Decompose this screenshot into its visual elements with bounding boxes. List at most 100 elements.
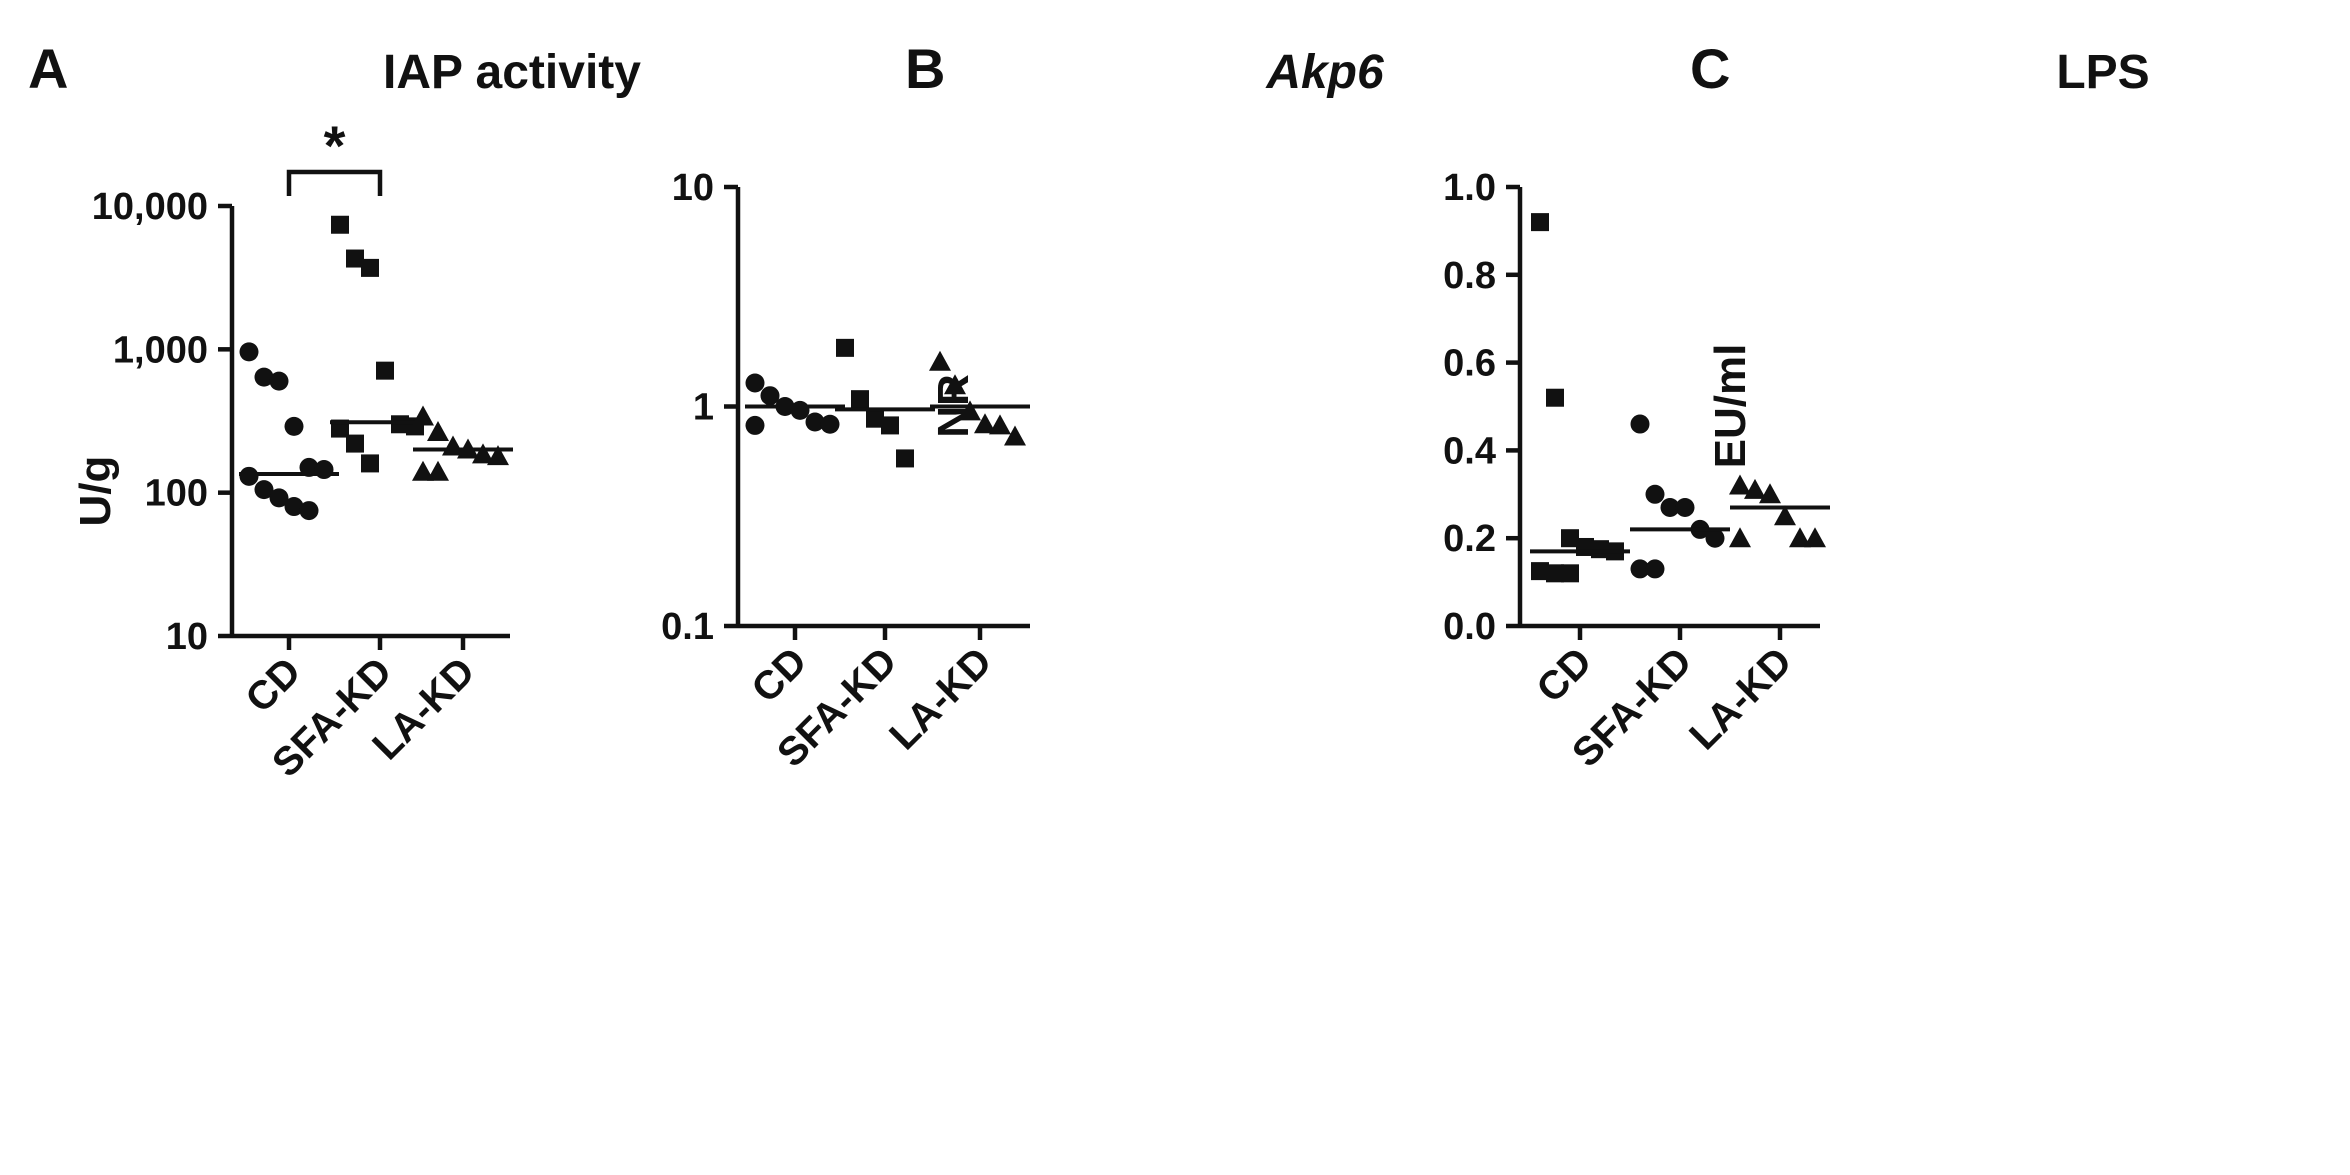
series-la-kd bbox=[1729, 474, 1830, 548]
data-point bbox=[820, 414, 840, 434]
data-point bbox=[1561, 564, 1579, 583]
data-point bbox=[790, 400, 810, 420]
data-point bbox=[487, 445, 509, 466]
data-point bbox=[974, 413, 996, 434]
y-tick-label: 0.0 bbox=[1443, 606, 1496, 648]
data-point bbox=[346, 249, 364, 268]
data-point bbox=[1561, 529, 1579, 548]
chart-title: IAP activity bbox=[383, 46, 641, 99]
data-point bbox=[269, 371, 289, 391]
data-point bbox=[254, 480, 274, 500]
series-la-kd bbox=[412, 405, 513, 481]
data-point bbox=[269, 488, 289, 508]
data-point bbox=[929, 350, 951, 371]
data-point bbox=[1630, 559, 1650, 579]
data-point bbox=[1789, 527, 1811, 548]
y-tick-label: 10 bbox=[672, 167, 714, 209]
series-sfa-kd bbox=[330, 215, 430, 473]
data-point bbox=[1675, 497, 1695, 517]
y-tick-label: 0.4 bbox=[1443, 430, 1496, 472]
data-point bbox=[1645, 559, 1665, 579]
y-tick-label: 1.0 bbox=[1443, 167, 1496, 209]
data-point bbox=[1531, 213, 1549, 232]
data-point bbox=[1004, 425, 1026, 446]
data-point bbox=[760, 386, 780, 406]
data-point bbox=[896, 449, 914, 468]
significance-label: * bbox=[324, 114, 346, 177]
data-point bbox=[836, 338, 854, 357]
data-point bbox=[1729, 474, 1751, 495]
data-point bbox=[866, 409, 884, 428]
data-point bbox=[472, 443, 494, 464]
data-point bbox=[1531, 562, 1549, 581]
data-point bbox=[1759, 483, 1781, 504]
data-point bbox=[284, 497, 304, 517]
data-point bbox=[1546, 388, 1564, 407]
panel-letter: A bbox=[28, 37, 68, 100]
y-tick-label: 1,000 bbox=[113, 329, 208, 371]
y-axis-label: EU/ml bbox=[1706, 344, 1755, 469]
data-point bbox=[959, 400, 981, 421]
data-point bbox=[1744, 478, 1766, 499]
data-point bbox=[299, 501, 319, 521]
data-point bbox=[805, 412, 825, 432]
data-point bbox=[1774, 505, 1796, 526]
data-point bbox=[239, 466, 259, 486]
data-point bbox=[376, 361, 394, 380]
series-la-kd bbox=[929, 350, 1030, 446]
data-point bbox=[361, 258, 379, 277]
data-point bbox=[427, 421, 449, 442]
data-point bbox=[239, 342, 259, 362]
data-point bbox=[1729, 527, 1751, 548]
data-point bbox=[346, 434, 364, 453]
series-sfa-kd bbox=[835, 338, 935, 468]
y-tick-label: 0.8 bbox=[1443, 255, 1496, 297]
data-point bbox=[1705, 528, 1725, 548]
series-cd bbox=[239, 342, 339, 521]
x-tick-label: CD bbox=[743, 639, 815, 711]
y-tick-label: 10,000 bbox=[92, 186, 208, 228]
y-tick-label: 10 bbox=[166, 616, 208, 658]
data-point bbox=[254, 367, 274, 387]
series-cd bbox=[745, 373, 845, 435]
data-point bbox=[1660, 497, 1680, 517]
panel-a: A IAP activity U/g 101001,00010,000CDSFA… bbox=[28, 37, 641, 786]
y-axis-label: U/g bbox=[71, 456, 120, 527]
data-point bbox=[331, 215, 349, 234]
data-point bbox=[412, 460, 434, 481]
x-tick-label: CD bbox=[237, 649, 309, 721]
x-tick-label: CD bbox=[1528, 639, 1600, 711]
y-tick-label: 0.1 bbox=[661, 606, 714, 648]
data-point bbox=[391, 415, 409, 434]
data-point bbox=[412, 405, 434, 426]
data-point bbox=[1630, 414, 1650, 434]
panel-letter: B bbox=[905, 37, 945, 100]
data-point bbox=[851, 390, 869, 409]
y-tick-label: 100 bbox=[145, 473, 208, 515]
series-cd bbox=[1530, 213, 1630, 583]
data-point bbox=[1804, 527, 1826, 548]
chart-title: Akp6 bbox=[1265, 46, 1384, 99]
x-tick-label: LA-KD bbox=[881, 639, 1000, 758]
y-tick-label: 0.2 bbox=[1443, 518, 1496, 560]
data-point bbox=[427, 460, 449, 481]
y-tick-label: 0.6 bbox=[1443, 343, 1496, 385]
data-point bbox=[1645, 484, 1665, 504]
data-point bbox=[1546, 564, 1564, 583]
data-point bbox=[361, 454, 379, 473]
x-tick-label: LA-KD bbox=[1681, 639, 1800, 758]
data-point bbox=[881, 416, 899, 435]
data-point bbox=[1591, 540, 1609, 559]
series-sfa-kd bbox=[1630, 414, 1730, 579]
chart-title: LPS bbox=[2056, 46, 2149, 99]
data-point bbox=[944, 374, 966, 395]
data-point bbox=[745, 373, 765, 393]
data-point bbox=[989, 414, 1011, 435]
panel-c: C LPS EU/ml 0.00.20.40.60.81.0CDSFA-KDLA… bbox=[1443, 37, 2150, 776]
data-point bbox=[314, 460, 334, 480]
